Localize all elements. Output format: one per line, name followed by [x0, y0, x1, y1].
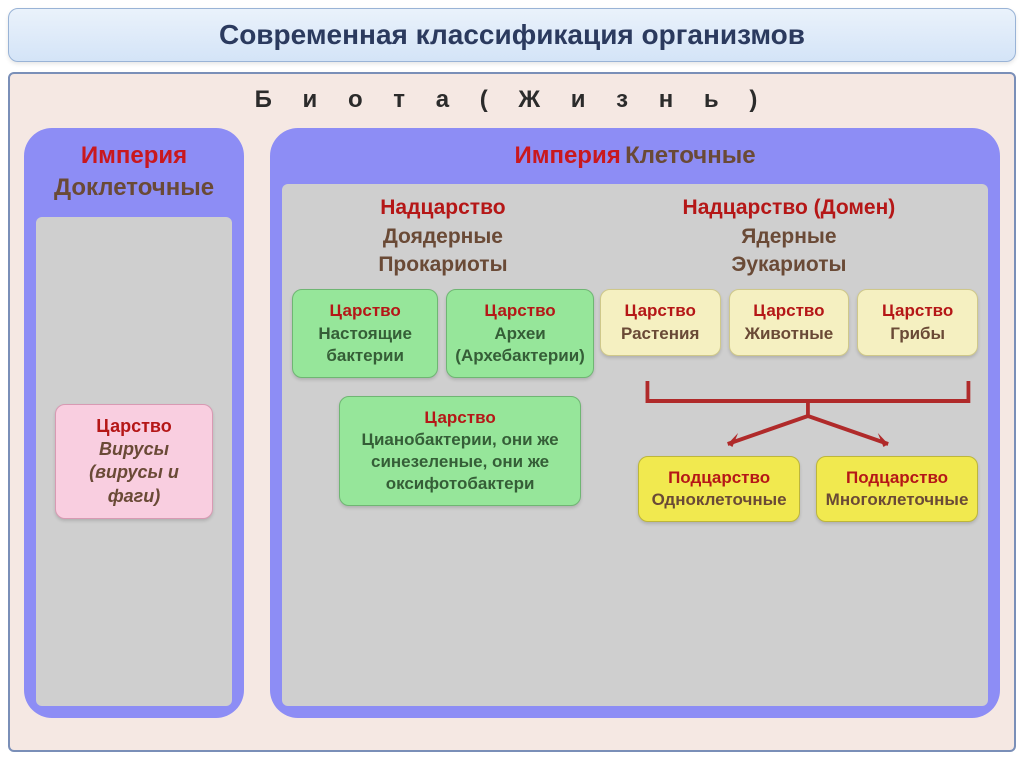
- kingdom-cyanobacteria: Царство Цианобактерии, они же синезелены…: [339, 396, 581, 506]
- empire-name: Доклеточные: [36, 172, 232, 204]
- empire-header-right: Империя Клеточные: [282, 140, 988, 172]
- kingdom-name: Растения: [621, 324, 699, 343]
- empire-level: Империя: [36, 140, 232, 172]
- super-header: Надцарство (Домен) Ядерные Эукариоты: [600, 194, 978, 279]
- empire-cellular: Империя Клеточные Надцарство Доядерные П…: [270, 128, 1000, 718]
- kingdom-viruses: Царство Вирусы (вирусы и фаги): [55, 404, 213, 520]
- empire-precellular: Империя Доклеточные Царство Вирусы (виру…: [24, 128, 244, 718]
- super-name-2: Эукариоты: [731, 253, 846, 276]
- kingdom-archaea: Царство Археи (Архебактерии): [446, 289, 594, 377]
- kingdom-level: Царство: [96, 416, 171, 436]
- kingdom-level: Царство: [882, 301, 953, 320]
- super-name-1: Ядерные: [741, 225, 836, 248]
- lower-left: Царство Цианобактерии, они же синезелены…: [292, 396, 628, 506]
- super-level: Надцарство (Домен): [683, 196, 896, 219]
- subkingdom-name: Одноклеточные: [652, 490, 787, 509]
- kingdom-level: Царство: [753, 301, 824, 320]
- empire-columns: Империя Доклеточные Царство Вирусы (виру…: [24, 128, 1000, 718]
- inner-panel-right: Надцарство Доядерные Прокариоты Царство …: [282, 184, 988, 706]
- kingdom-name: Настоящие бактерии: [318, 324, 412, 365]
- super-level: Надцарство: [380, 196, 505, 219]
- empire-name: Клеточные: [625, 142, 755, 169]
- kingdom-level: Царство: [484, 301, 555, 320]
- kingdom-level: Царство: [330, 301, 401, 320]
- subkingdom-unicellular: Подцарство Одноклеточные: [638, 456, 800, 522]
- lower-right: Подцарство Одноклеточные Подцарство Мног…: [638, 396, 978, 522]
- kingdom-plants: Царство Растения: [600, 289, 721, 355]
- kingdom-level: Царство: [625, 301, 696, 320]
- superkingdom-eukaryotes: Надцарство (Домен) Ядерные Эукариоты Цар…: [600, 194, 978, 377]
- super-name-1: Доядерные: [383, 225, 503, 248]
- kingdom-name: Цианобактерии, они же синезеленые, они ж…: [362, 430, 559, 493]
- kingdom-name: Животные: [745, 324, 834, 343]
- subkingdom-multicellular: Подцарство Многоклеточные: [816, 456, 978, 522]
- lower-section: Царство Цианобактерии, они же синезелены…: [292, 396, 978, 522]
- page-title: Современная классификация организмов: [8, 8, 1016, 62]
- kingdom-level: Царство: [424, 408, 495, 427]
- biota-label: Б и о т а ( Ж и з н ь ): [24, 86, 1000, 114]
- kingdom-name: Грибы: [890, 324, 945, 343]
- subkingdom-level: Подцарство: [668, 468, 770, 487]
- superkingdom-row: Надцарство Доядерные Прокариоты Царство …: [292, 194, 978, 377]
- empire-header-left: Империя Доклеточные: [36, 140, 232, 205]
- subkingdom-name: Многоклеточные: [826, 490, 969, 509]
- empire-level: Империя: [514, 142, 620, 169]
- subkingdom-row: Подцарство Одноклеточные Подцарство Мног…: [638, 456, 978, 522]
- bracket-arrow-icon: [638, 376, 978, 456]
- outer-frame: Б и о т а ( Ж и з н ь ) Империя Доклеточ…: [8, 72, 1016, 752]
- kingdom-animals: Царство Животные: [729, 289, 850, 355]
- kingdom-name: Вирусы (вирусы и фаги): [89, 439, 179, 506]
- kingdom-fungi: Царство Грибы: [857, 289, 978, 355]
- kingdom-name: Археи (Архебактерии): [455, 324, 585, 365]
- kingdom-bacteria: Царство Настоящие бактерии: [292, 289, 438, 377]
- super-name-2: Прокариоты: [378, 253, 507, 276]
- superkingdom-prokaryotes: Надцарство Доядерные Прокариоты Царство …: [292, 194, 594, 377]
- inner-panel-left: Царство Вирусы (вирусы и фаги): [36, 217, 232, 706]
- kingdom-row-euk: Царство Растения Царство Животные Царств…: [600, 289, 978, 355]
- super-header: Надцарство Доядерные Прокариоты: [292, 194, 594, 279]
- kingdom-row-prok: Царство Настоящие бактерии Царство Археи…: [292, 289, 594, 377]
- subkingdom-level: Подцарство: [846, 468, 948, 487]
